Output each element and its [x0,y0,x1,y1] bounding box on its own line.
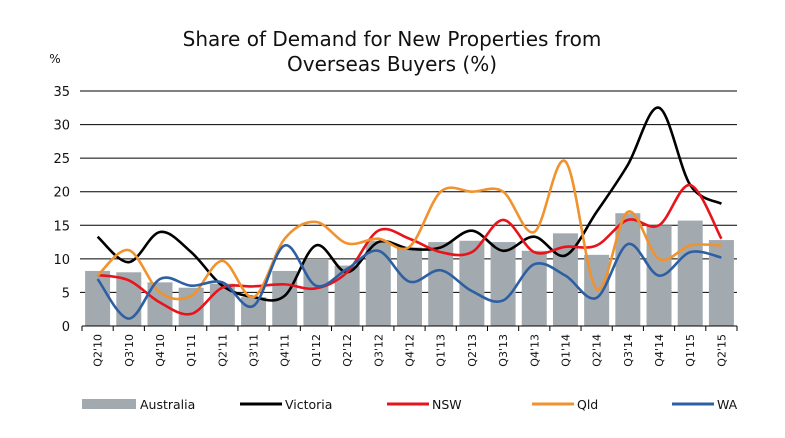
x-tick-label: Q3'13 [497,334,510,367]
line-victoria [96,106,723,302]
x-tick-label: Q4'10 [154,334,167,367]
x-tick-label: Q3'11 [248,334,261,367]
legend-swatch-australia [82,399,136,409]
bar-australia [490,242,516,326]
bar-australia [272,270,298,326]
y-tick-label: 35 [53,85,70,100]
x-tick-label: Q4'12 [404,334,417,367]
x-tick-label: Q2'11 [216,334,229,367]
x-tick-label: Q1'14 [559,334,572,367]
bar-australia [708,240,734,326]
y-tick-label: 20 [53,186,70,201]
bar-australia [303,258,329,326]
bar-australia [428,242,454,326]
x-tick-label: Q1'11 [185,334,198,367]
line-wa [96,242,722,320]
x-tick-label: Q2'12 [341,334,354,367]
x-tick-label: Q2'10 [92,334,105,367]
x-tick-label: Q3'14 [622,334,635,367]
y-tick-label: 30 [53,119,70,134]
bar-australia [397,247,422,326]
chart-title-line-1: Share of Demand for New Properties from [183,27,602,51]
x-tick-label: Q4'11 [279,334,292,367]
bar-australia [521,250,547,326]
bar-australia [677,220,703,326]
x-tick-label: Q4'13 [528,334,541,367]
legend-label-victoria: Victoria [285,397,332,412]
x-tick-label: Q1'15 [684,334,697,367]
line-qld [96,159,722,301]
legend-label-nsw: NSW [432,397,462,412]
y-tick-label: 0 [62,320,70,335]
y-tick-label: 10 [53,253,70,268]
x-tick-label: Q2'14 [591,334,604,367]
bar-australia [178,287,204,326]
legend-label-wa: WA [717,397,738,412]
y-tick-label: 25 [53,152,70,167]
x-tick-label: Q4'14 [653,334,666,367]
legend-label-australia: Australia [140,397,195,412]
y-tick-label: 15 [53,219,70,234]
x-tick-label: Q2'15 [715,334,728,367]
x-tick-label: Q2'13 [466,334,479,367]
y-tick-label: 5 [62,286,70,301]
bar-australia [241,297,267,326]
x-tick-label: Q1'12 [310,334,323,367]
y-axis-label: % [49,52,60,66]
x-tick-label: Q3'10 [123,334,136,367]
legend-label-qld: Qld [577,397,598,412]
x-tick-label: Q3'12 [372,334,385,367]
x-tick-label: Q1'13 [435,334,448,367]
chart-title-line-2: Overseas Buyers (%) [287,52,497,76]
